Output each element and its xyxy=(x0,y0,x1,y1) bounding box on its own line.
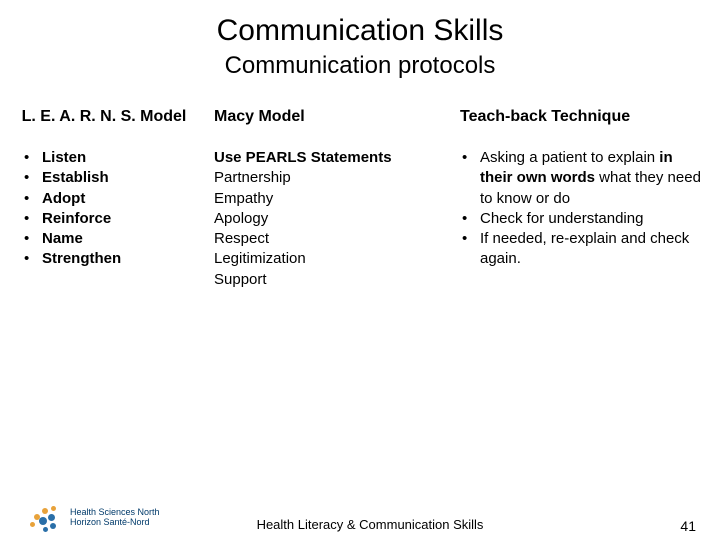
list-item: Asking a patient to explain in their own… xyxy=(462,148,708,209)
macy-line: Respect xyxy=(214,229,452,249)
column-teachback: Teach-back Technique Asking a patient to… xyxy=(452,108,708,290)
column-learns: L. E. A. R. N. S. Model Listen Establish… xyxy=(12,108,212,290)
list-item: Listen xyxy=(24,148,212,168)
learns-heading: L. E. A. R. N. S. Model xyxy=(12,108,212,126)
footer-title: Health Literacy & Communication Skills xyxy=(0,517,720,532)
macy-line: Legitimization xyxy=(214,249,452,269)
list-item: Adopt xyxy=(24,189,212,209)
macy-line: Apology xyxy=(214,209,452,229)
slide-title: Communication Skills xyxy=(0,14,720,48)
list-item: Check for understanding xyxy=(462,209,708,229)
learns-list: Listen Establish Adopt Reinforce Name St… xyxy=(12,148,212,270)
list-item: Name xyxy=(24,229,212,249)
list-item: Establish xyxy=(24,168,212,188)
macy-lead: Use PEARLS Statements xyxy=(214,148,452,168)
macy-lines: Use PEARLS Statements Partnership Empath… xyxy=(212,148,452,290)
logo-line1: Health Sciences North xyxy=(70,507,160,517)
list-item: If needed, re-explain and check again. xyxy=(462,229,708,270)
macy-line: Support xyxy=(214,270,452,290)
slide-subtitle: Communication protocols xyxy=(0,52,720,80)
teachback-heading: Teach-back Technique xyxy=(452,108,708,126)
columns-container: L. E. A. R. N. S. Model Listen Establish… xyxy=(0,108,720,290)
macy-heading: Macy Model xyxy=(212,108,452,126)
teachback-list: Asking a patient to explain in their own… xyxy=(452,148,708,270)
page-number: 41 xyxy=(680,518,696,534)
macy-line: Empathy xyxy=(214,189,452,209)
list-item: Reinforce xyxy=(24,209,212,229)
list-item: Strengthen xyxy=(24,249,212,269)
macy-line: Partnership xyxy=(214,168,452,188)
column-macy: Macy Model Use PEARLS Statements Partner… xyxy=(212,108,452,290)
